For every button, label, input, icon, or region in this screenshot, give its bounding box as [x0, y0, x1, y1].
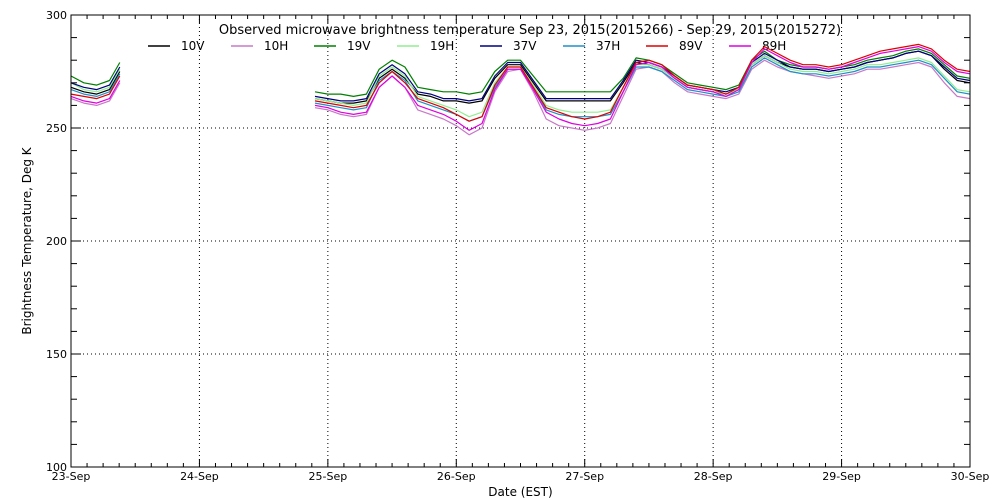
legend-label-19h: 19H [430, 39, 454, 53]
chart-title: Observed microwave brightness temperatur… [219, 23, 841, 38]
legend-label-19v: 19V [347, 39, 371, 53]
legend-label-10h: 10H [264, 39, 288, 53]
x-tick-label: 24-Sep [180, 470, 219, 483]
y-tick-label: 100 [46, 461, 67, 474]
series-line-19h [70, 55, 971, 118]
legend: 10V 10H 19V 19H 37V 37H 89V 89H [148, 39, 786, 53]
axis-tick-labels: 100 150 200 250 300 23-Sep 24-Sep 25-Sep 26-Sep 2… [46, 9, 989, 483]
x-tick-label: 29-Sep [822, 470, 861, 483]
grid-lines [71, 15, 970, 467]
series-line-89v [70, 43, 971, 122]
axis-ticks [70, 14, 971, 468]
legend-label-37v: 37V [513, 39, 537, 53]
series-line-37v [70, 50, 971, 102]
x-axis-label: Date (EST) [488, 485, 552, 499]
series-line-10h [70, 59, 971, 136]
legend-label-10v: 10V [181, 39, 205, 53]
x-tick-label: 27-Sep [565, 470, 604, 483]
y-tick-label: 150 [46, 348, 67, 361]
y-tick-label: 200 [46, 235, 67, 248]
legend-label-37h: 37H [596, 39, 620, 53]
series-line-37h [70, 57, 971, 122]
x-tick-label: 28-Sep [694, 470, 733, 483]
legend-label-89h: 89H [762, 39, 786, 53]
legend-label-89v: 89V [679, 39, 703, 53]
x-tick-label: 25-Sep [309, 470, 348, 483]
y-tick-label: 300 [46, 9, 67, 22]
x-tick-label: 30-Sep [951, 470, 990, 483]
series-lines [70, 43, 971, 136]
x-tick-label: 23-Sep [52, 470, 91, 483]
series-line-89h [70, 46, 971, 131]
x-tick-label: 26-Sep [437, 470, 476, 483]
y-axis-label: Brightness Temperature, Deg K [20, 146, 34, 334]
y-tick-label: 250 [46, 122, 67, 135]
series-line-19v [70, 48, 971, 97]
